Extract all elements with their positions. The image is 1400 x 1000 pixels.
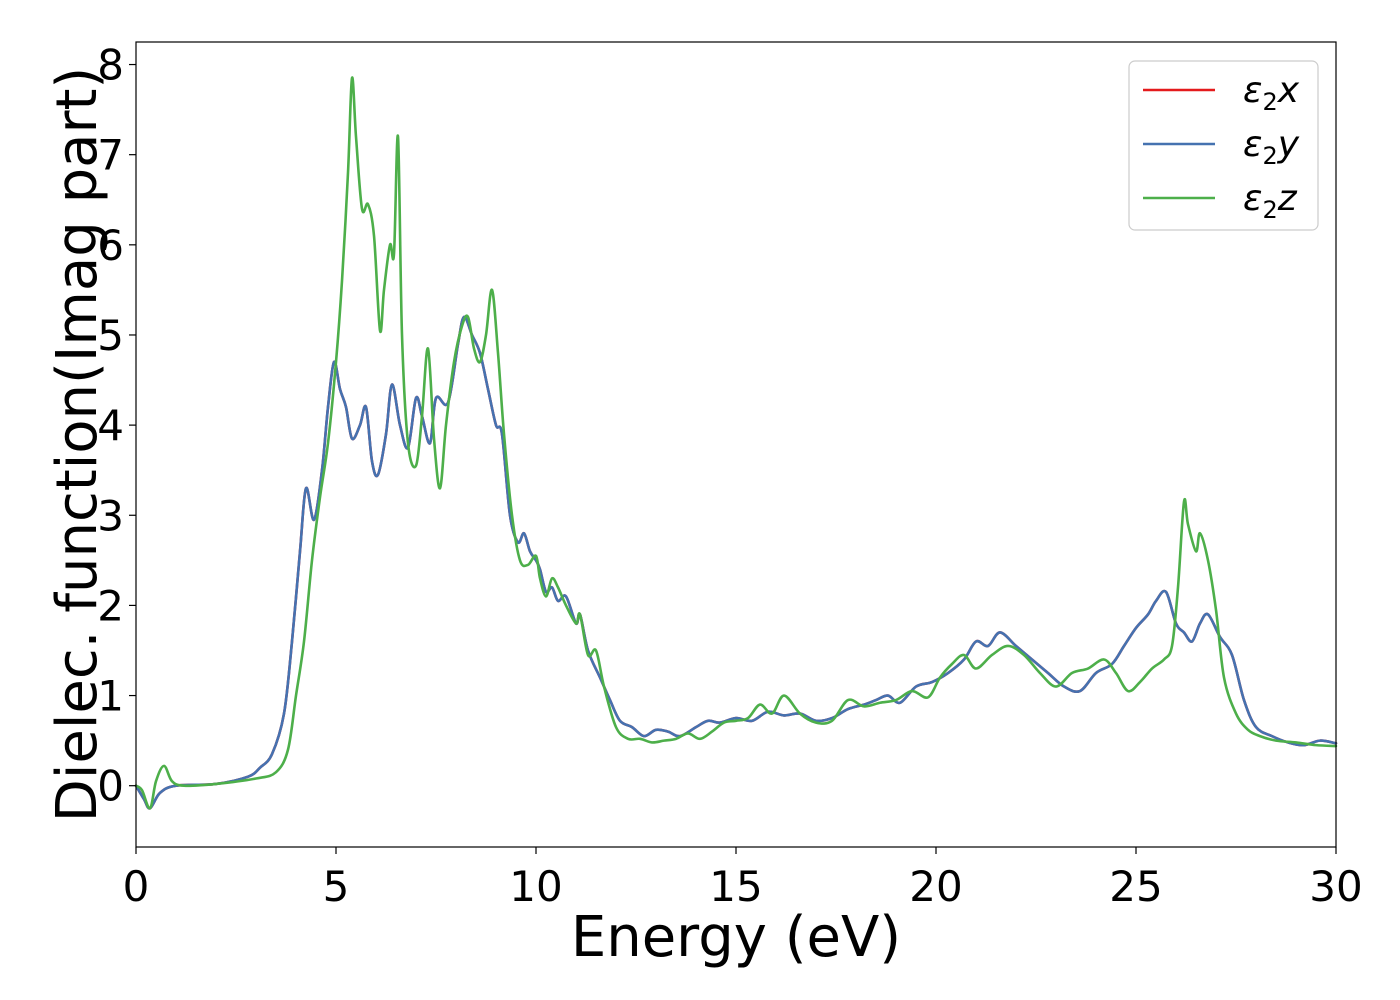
series-line-z: [134, 76, 1338, 810]
y-axis: 0 1 2 3 4 5 6 7 8: [97, 41, 136, 811]
legend-label-subscript: 2: [1262, 142, 1277, 170]
x-tick-label: 30: [1309, 862, 1362, 911]
x-axis: 0 5 10 15 20 25 30: [123, 847, 1363, 911]
x-tick-label: 25: [1109, 862, 1162, 911]
legend-label-base: ε: [1243, 70, 1262, 111]
legend-box: [1128, 60, 1319, 231]
y-tick-label: 0: [97, 762, 124, 811]
legend-label-base: ε: [1243, 178, 1262, 219]
legend-item-y: ε2y: [1143, 124, 1300, 170]
x-tick-label: 20: [909, 862, 962, 911]
legend-label-suffix: x: [1277, 70, 1300, 111]
y-tick-label: 5: [97, 311, 124, 360]
legend-label: ε2y: [1243, 124, 1300, 170]
y-tick-label: 8: [97, 41, 124, 90]
legend-label: ε2x: [1243, 70, 1300, 116]
y-tick-label: 4: [97, 401, 124, 450]
legend-label-subscript: 2: [1262, 88, 1277, 116]
y-tick-label: 7: [97, 131, 124, 180]
legend-label-suffix: y: [1277, 124, 1300, 165]
legend-label-subscript: 2: [1262, 196, 1277, 224]
x-tick-label: 5: [323, 862, 350, 911]
legend-label-base: ε: [1243, 124, 1262, 165]
y-tick-label: 2: [97, 581, 124, 630]
legend-item-z: ε2z: [1143, 178, 1298, 224]
series-layer: [134, 76, 1338, 810]
y-axis-label: Dielec. function(Imag part): [45, 67, 110, 823]
y-tick-label: 1: [97, 672, 124, 721]
series-line-y: [134, 315, 1338, 810]
x-axis-label: Energy (eV): [571, 905, 901, 970]
legend-item-x: ε2x: [1143, 70, 1300, 116]
legend-label: ε2z: [1243, 178, 1298, 224]
y-tick-label: 6: [97, 221, 124, 270]
x-tick-label: 10: [509, 862, 562, 911]
legend-label-suffix: z: [1277, 178, 1298, 219]
x-tick-label: 0: [123, 862, 150, 911]
y-tick-label: 3: [97, 491, 124, 540]
x-tick-label: 15: [709, 862, 762, 911]
